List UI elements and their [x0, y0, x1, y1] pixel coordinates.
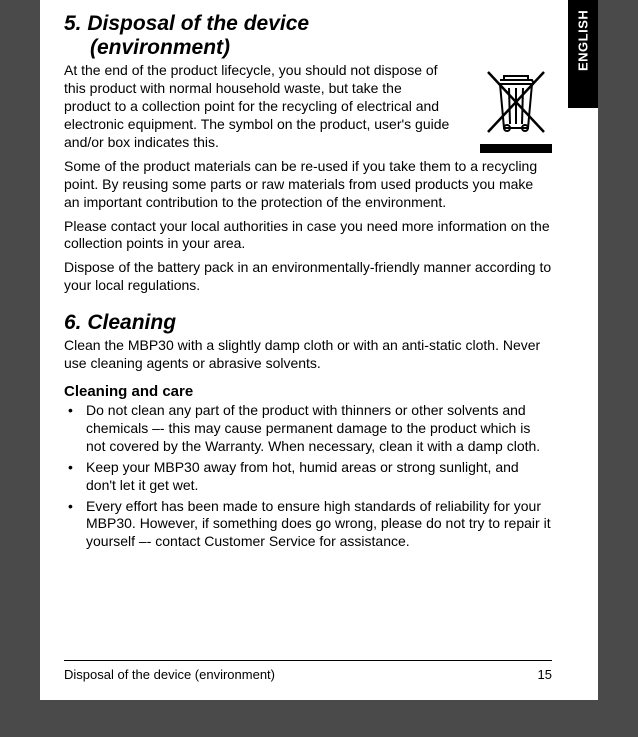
heading-line-2: (environment): [64, 36, 552, 60]
footer-page-number: 15: [538, 667, 552, 682]
weee-bar: [480, 144, 552, 153]
cleaning-care-list: Do not clean any part of the product wit…: [64, 402, 552, 551]
list-item: Keep your MBP30 away from hot, humid are…: [64, 459, 552, 495]
section-5-p4: Dispose of the battery pack in an enviro…: [64, 259, 552, 295]
section-5-p1: At the end of the product lifecycle, you…: [64, 62, 552, 152]
weee-symbol: [480, 66, 552, 153]
section-5-p3: Please contact your local authorities in…: [64, 218, 552, 254]
language-tab: ENGLISH: [568, 0, 598, 108]
heading-line-1: 5. Disposal of the device: [64, 12, 309, 35]
manual-page: ENGLISH 5. Disposal of the device (envir…: [40, 0, 598, 700]
section-5-heading: 5. Disposal of the device (environment): [64, 12, 552, 60]
section-5-intro: At the end of the product lifecycle, you…: [64, 62, 552, 152]
page-footer: Disposal of the device (environment) 15: [64, 660, 552, 682]
list-item: Do not clean any part of the product wit…: [64, 402, 552, 456]
list-item: Every effort has been made to ensure hig…: [64, 498, 552, 552]
section-6-p1: Clean the MBP30 with a slightly damp clo…: [64, 337, 552, 373]
footer-title: Disposal of the device (environment): [64, 667, 275, 682]
crossed-bin-icon: [480, 66, 552, 138]
cleaning-care-heading: Cleaning and care: [64, 383, 552, 400]
section-6-heading: 6. Cleaning: [64, 311, 552, 335]
section-5-p2: Some of the product materials can be re-…: [64, 158, 552, 212]
